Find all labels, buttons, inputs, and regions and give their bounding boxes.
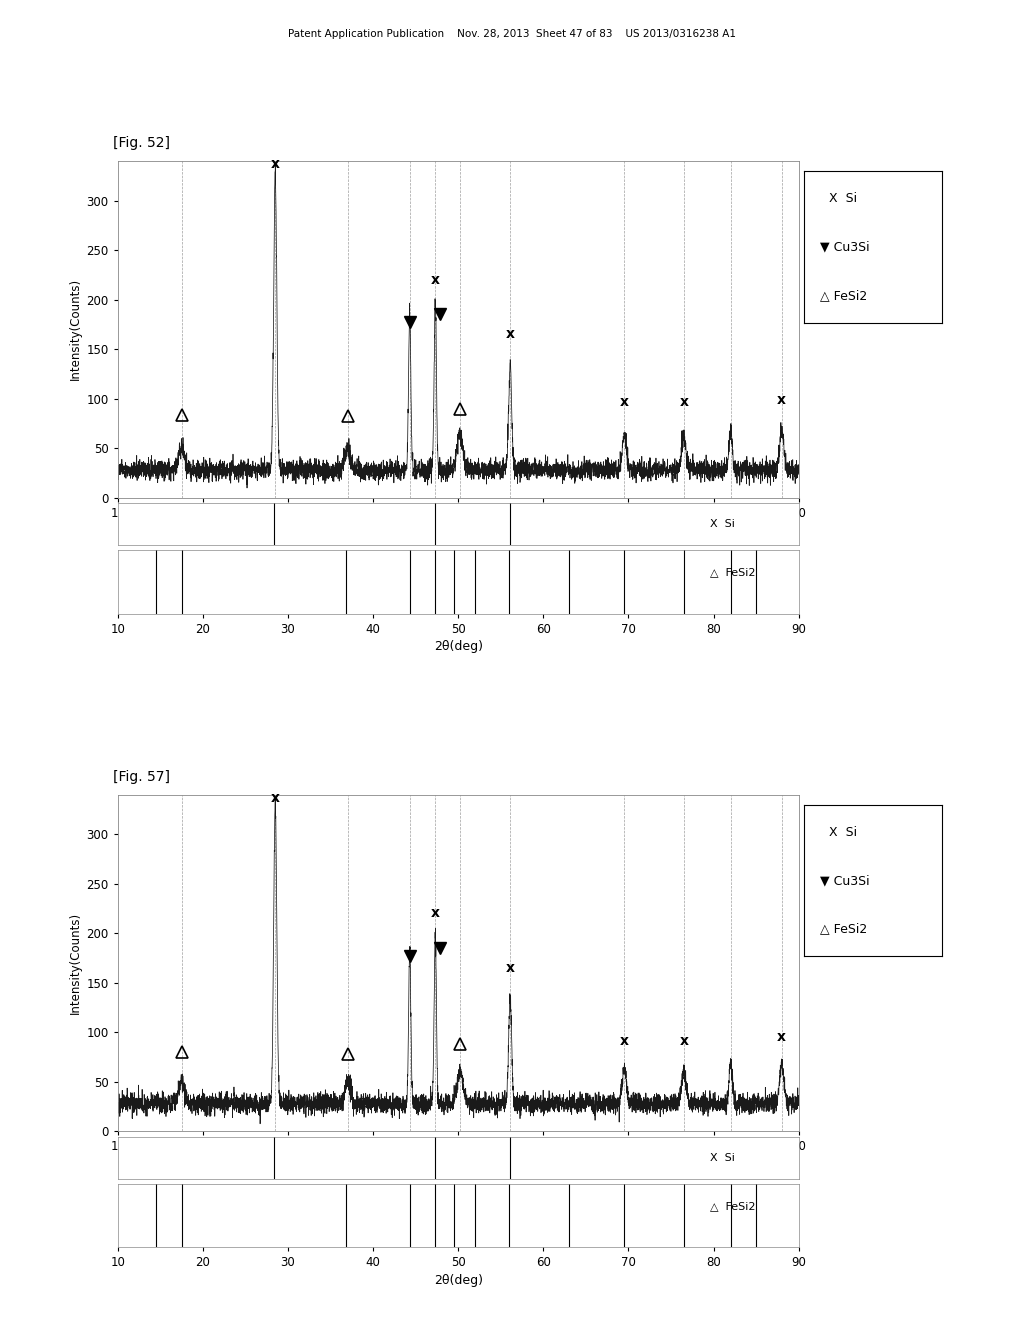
Text: ▼ Cu3Si: ▼ Cu3Si [820,874,870,887]
Text: x: x [679,395,688,408]
Text: △ FeSi2: △ FeSi2 [820,289,867,302]
Text: x: x [777,392,786,407]
Text: x: x [431,907,439,920]
Text: x: x [270,791,280,804]
Text: ▼ Cu3Si: ▼ Cu3Si [820,240,870,253]
Text: x: x [431,273,439,286]
X-axis label: 2θ(deg): 2θ(deg) [434,640,482,653]
Text: X  Si: X Si [828,825,857,838]
X-axis label: 2θ(deg): 2θ(deg) [434,1274,482,1287]
Text: [Fig. 52]: [Fig. 52] [113,136,170,150]
Text: x: x [270,157,280,172]
Text: x: x [679,1034,688,1048]
Text: x: x [777,1030,786,1044]
Y-axis label: Intensity(Counts): Intensity(Counts) [70,912,82,1014]
Text: x: x [506,327,515,341]
Text: Patent Application Publication    Nov. 28, 2013  Sheet 47 of 83    US 2013/03162: Patent Application Publication Nov. 28, … [288,29,736,40]
Text: x: x [506,961,515,974]
Text: [Fig. 57]: [Fig. 57] [113,770,170,784]
Y-axis label: Intensity(Counts): Intensity(Counts) [70,279,82,380]
Text: X  Si: X Si [711,519,735,529]
Text: △  FeSi2: △ FeSi2 [711,568,756,578]
Text: X  Si: X Si [711,1152,735,1163]
Text: △  FeSi2: △ FeSi2 [711,1201,756,1212]
Text: X  Si: X Si [828,191,857,205]
Text: x: x [620,1034,629,1048]
Text: △ FeSi2: △ FeSi2 [820,923,867,936]
Text: x: x [620,395,629,408]
